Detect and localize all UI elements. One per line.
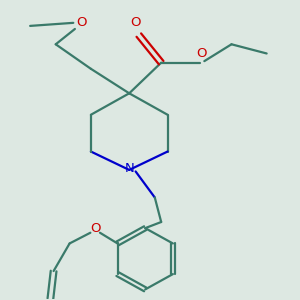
Text: O: O [76,16,86,29]
Text: O: O [90,222,101,235]
Text: O: O [196,46,206,60]
Text: N: N [124,162,134,175]
Text: O: O [130,16,141,29]
